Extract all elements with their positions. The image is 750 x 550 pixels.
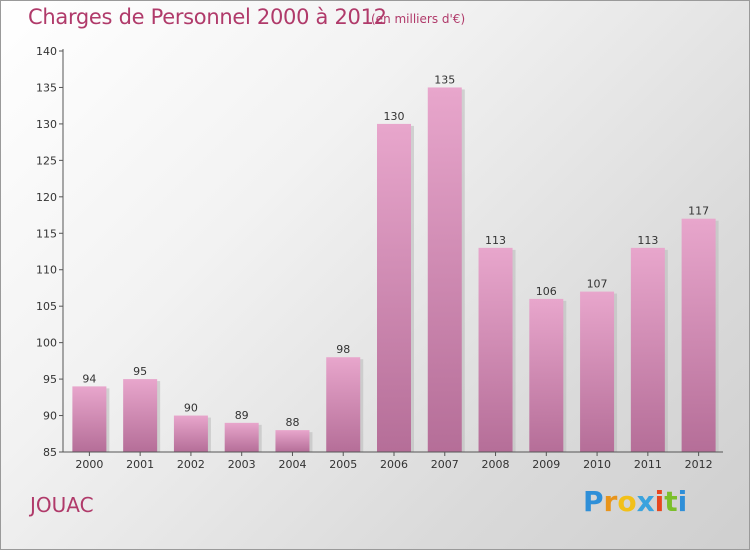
y-tick-label: 110 (36, 264, 57, 277)
x-tick-label: 2008 (482, 458, 510, 471)
bar-2008 (478, 247, 513, 452)
bar-2011 (630, 247, 665, 452)
x-tick-label: 2003 (228, 458, 256, 471)
bar-2001 (123, 379, 158, 452)
bar-2006 (377, 123, 411, 452)
data-label-2002: 90 (184, 402, 198, 415)
bar-2004 (275, 430, 310, 452)
data-label-2006: 130 (384, 110, 405, 123)
data-label-2003: 89 (235, 409, 249, 422)
y-tick-label: 140 (36, 45, 57, 58)
place-name: JOUAC (30, 493, 94, 517)
bar-2003 (224, 422, 259, 452)
y-tick-label: 125 (36, 154, 57, 167)
bar-2010 (580, 291, 615, 452)
bar-2000 (72, 386, 107, 452)
bar-2002 (173, 415, 208, 452)
bar-2005 (326, 357, 361, 452)
y-tick-label: 90 (43, 410, 57, 423)
chart-title: Charges de Personnel 2000 à 2012 (28, 5, 387, 29)
brand-logo[interactable]: Proxiti (583, 485, 687, 518)
data-label-2004: 88 (285, 416, 299, 429)
x-tick-label: 2010 (583, 458, 611, 471)
data-label-2008: 113 (485, 234, 506, 247)
x-tick-label: 2011 (634, 458, 662, 471)
brand-letter: r (603, 485, 618, 518)
data-label-2011: 113 (637, 234, 658, 247)
data-label-2012: 117 (688, 205, 709, 218)
brand-letter: i (677, 485, 688, 518)
y-tick-label: 105 (36, 300, 57, 313)
brand-letter: P (583, 485, 604, 518)
data-label-2001: 95 (133, 365, 147, 378)
bar-2007 (427, 87, 462, 453)
y-tick-label: 120 (36, 191, 57, 204)
y-tick-label: 85 (43, 446, 57, 459)
x-tick-label: 2002 (177, 458, 205, 471)
x-tick-label: 2006 (380, 458, 408, 471)
y-tick-label: 135 (36, 81, 57, 94)
data-label-2007: 135 (434, 73, 455, 86)
x-tick-label: 2004 (278, 458, 306, 471)
chart-subtitle: (en milliers d'€) (371, 12, 466, 26)
brand-letter: i (654, 485, 665, 518)
x-tick-label: 2007 (431, 458, 459, 471)
y-tick-label: 100 (36, 337, 57, 350)
y-tick-label: 95 (43, 373, 57, 386)
y-tick-label: 130 (36, 118, 57, 131)
data-label-2010: 107 (587, 278, 608, 291)
data-label-2005: 98 (336, 343, 350, 356)
data-label-2009: 106 (536, 285, 557, 298)
x-tick-label: 2001 (126, 458, 154, 471)
brand-letter: o (617, 485, 637, 518)
data-label-2000: 94 (82, 372, 96, 385)
x-tick-label: 2005 (329, 458, 357, 471)
x-tick-label: 2000 (75, 458, 103, 471)
x-tick-label: 2009 (532, 458, 560, 471)
brand-letter: x (636, 485, 655, 518)
brand-letter: t (664, 485, 678, 518)
bar-2012 (681, 218, 716, 452)
bar-2009 (529, 298, 564, 452)
x-tick-label: 2012 (685, 458, 713, 471)
y-tick-label: 115 (36, 227, 57, 240)
